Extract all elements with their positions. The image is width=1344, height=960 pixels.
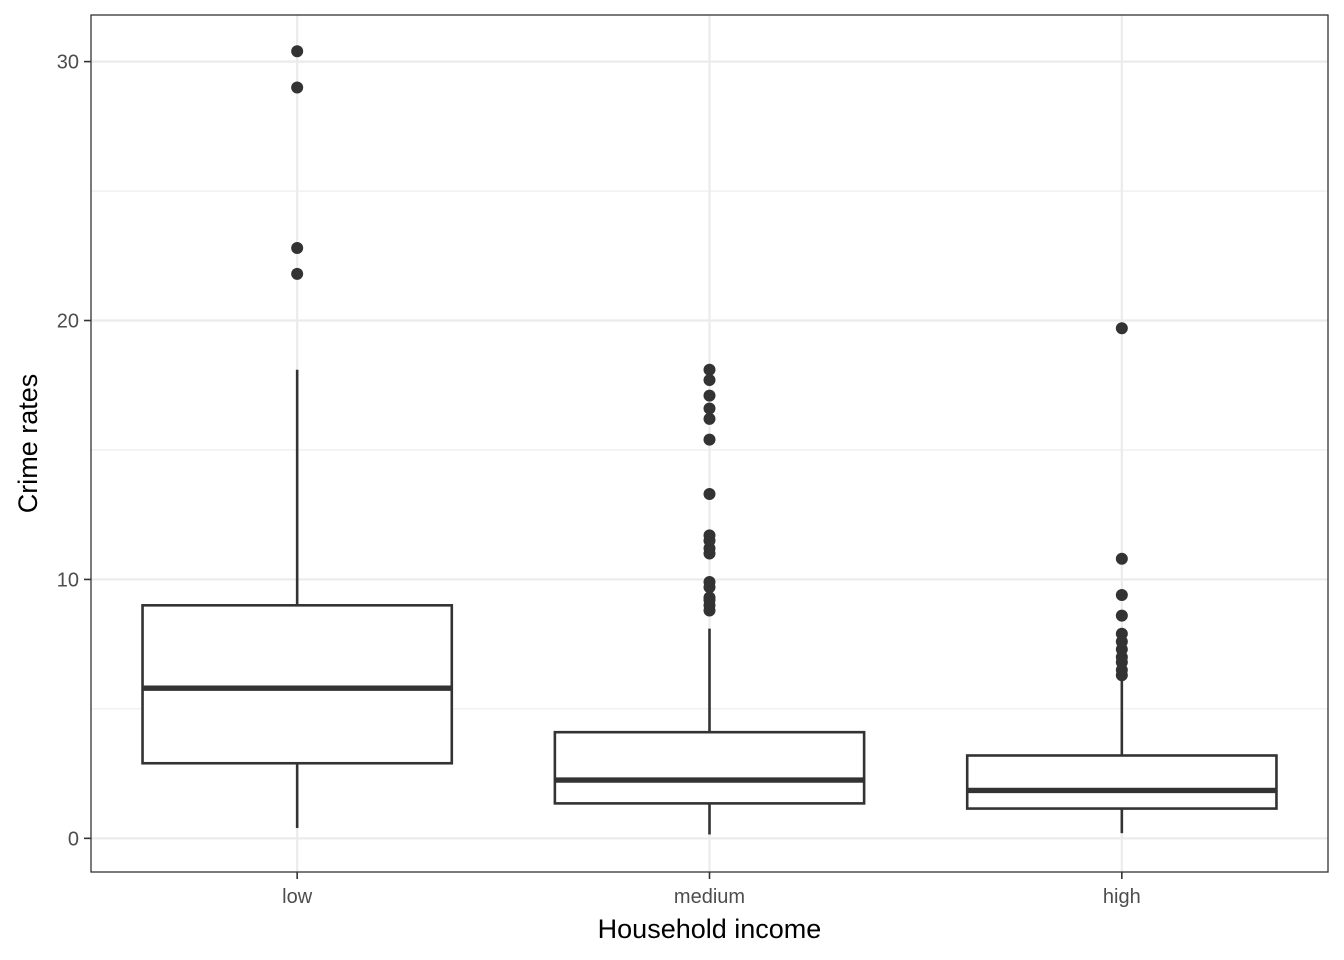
box-body — [965, 754, 1278, 810]
y-tick-label: 20 — [57, 311, 79, 333]
outlier-point — [703, 412, 716, 425]
y-tick-label: 10 — [57, 569, 79, 591]
outlier-point — [291, 242, 304, 255]
x-tick-label: high — [1103, 886, 1141, 908]
box-medium — [553, 363, 866, 835]
outlier-point — [1115, 552, 1128, 565]
box-low — [141, 45, 454, 828]
outlier-point — [703, 433, 716, 446]
outlier-point — [291, 81, 304, 94]
outlier-point — [703, 389, 716, 402]
box-high — [965, 322, 1278, 834]
outlier-point — [703, 529, 716, 542]
x-axis: low medium high — [282, 872, 1141, 908]
outlier-point — [703, 487, 716, 500]
outlier-point — [703, 591, 716, 604]
x-tick-label: low — [282, 886, 313, 908]
y-axis-title: Crime rates — [13, 374, 43, 514]
outlier-point — [1115, 609, 1128, 622]
box-body — [141, 604, 454, 765]
y-tick-label: 0 — [68, 828, 79, 850]
outlier-point — [703, 402, 716, 415]
outlier-point — [291, 45, 304, 58]
outlier-point — [703, 374, 716, 387]
y-tick-label: 30 — [57, 52, 79, 74]
outlier-point — [291, 267, 304, 280]
box-body — [553, 730, 866, 805]
outlier-point — [1115, 588, 1128, 601]
y-axis: 0 10 20 30 — [57, 52, 91, 850]
x-tick-label: medium — [674, 886, 745, 908]
x-axis-title: Household income — [598, 914, 822, 944]
outlier-point — [703, 363, 716, 376]
outlier-point — [1115, 627, 1128, 640]
box-series — [141, 45, 1278, 835]
outlier-point — [703, 576, 716, 589]
outlier-point — [1115, 322, 1128, 335]
